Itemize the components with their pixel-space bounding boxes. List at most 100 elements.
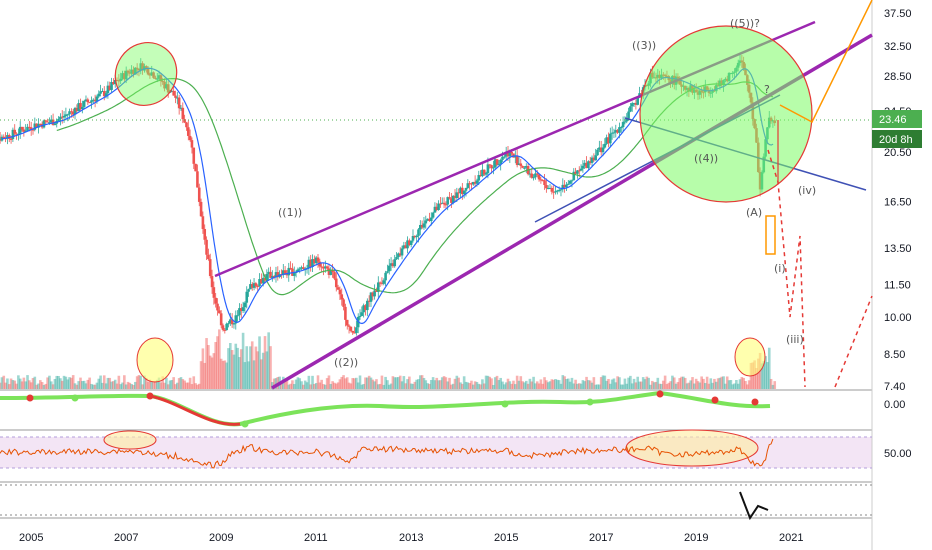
candle-body <box>461 187 464 195</box>
candle-body <box>289 267 292 269</box>
volume-bar <box>417 379 420 389</box>
volume-bar <box>519 376 523 389</box>
volume-bar <box>298 378 302 389</box>
candle-body <box>84 99 88 102</box>
volume-bar <box>523 382 526 389</box>
candle-body <box>86 99 90 103</box>
candle-body <box>603 143 607 148</box>
volume-bar <box>669 381 672 389</box>
candle-body <box>252 283 256 288</box>
volume-bar <box>123 375 126 389</box>
volume-bar <box>514 384 517 389</box>
candle-body <box>437 203 440 210</box>
volume-bar <box>393 377 397 389</box>
volume-bar <box>773 381 777 389</box>
candle-body <box>402 245 406 249</box>
candle-body <box>269 271 272 278</box>
volume-bar <box>117 375 121 389</box>
volume-bar <box>137 375 141 389</box>
volume-bar <box>623 378 627 389</box>
candle-body <box>97 93 101 97</box>
volume-bar <box>24 381 27 389</box>
volume-bar <box>738 379 742 389</box>
candle-body <box>59 116 62 120</box>
candle-body <box>192 147 196 164</box>
volume-bar <box>408 376 411 389</box>
volume-bar <box>565 379 568 389</box>
candle-body <box>473 181 477 184</box>
volume-bar <box>755 368 758 389</box>
volume-bar <box>345 377 349 389</box>
volume-bar <box>621 384 625 389</box>
volume-bar <box>645 376 649 389</box>
volume-bar <box>614 382 618 389</box>
candle-body <box>13 129 17 134</box>
volume-bar <box>453 378 457 389</box>
candle-body <box>199 201 203 217</box>
candle-body <box>581 165 585 169</box>
candle-body <box>90 100 93 103</box>
candle-body <box>384 272 387 281</box>
volume-bar <box>28 380 31 389</box>
volume-bar <box>95 382 99 389</box>
price-tick: 16.50 <box>884 197 912 209</box>
volume-bar <box>349 383 353 389</box>
candle-body <box>565 184 568 188</box>
volume-bar <box>665 384 669 389</box>
volume-bar <box>510 383 513 389</box>
candle-body <box>625 118 629 122</box>
candle-body <box>35 123 38 128</box>
candle-body <box>640 93 643 95</box>
candle-body <box>528 173 532 175</box>
volume-bar <box>230 350 234 389</box>
volume-bar <box>91 384 95 389</box>
candle-body <box>216 303 219 311</box>
candle-body <box>223 329 227 331</box>
volume-bar <box>285 380 289 389</box>
volume-bar <box>599 377 603 389</box>
candle-body <box>225 323 228 331</box>
volume-bar <box>630 383 634 389</box>
volume-bar <box>303 380 307 389</box>
volume-bar <box>479 384 482 389</box>
candle-body <box>48 122 51 124</box>
volume-bar <box>124 384 128 389</box>
volume-bar <box>152 381 155 389</box>
candle-body <box>521 165 524 168</box>
candle-body <box>515 156 519 166</box>
volume-bar <box>501 381 504 389</box>
candle-body <box>594 155 597 161</box>
candle-body <box>362 305 365 313</box>
candle-body <box>165 84 168 89</box>
volume-bar <box>508 381 512 389</box>
price-tick: 10.00 <box>884 312 912 324</box>
candle-body <box>250 284 254 288</box>
volume-bar <box>647 377 650 389</box>
candle-body <box>126 70 130 73</box>
candle-body <box>179 107 183 109</box>
candle-body <box>31 129 35 131</box>
volume-bar <box>583 381 587 389</box>
volume-bar <box>468 383 471 389</box>
candle-body <box>497 163 501 165</box>
volume-bar <box>174 384 177 389</box>
candle-body <box>629 106 632 112</box>
volume-bar <box>610 379 614 389</box>
candle-body <box>172 90 175 96</box>
volume-bar <box>336 382 340 389</box>
candle-body <box>144 66 148 68</box>
volume-bar <box>532 376 535 389</box>
candle-body <box>176 97 179 99</box>
candle-body <box>258 279 261 287</box>
candle-body <box>124 70 128 80</box>
candle-body <box>459 187 462 193</box>
volume-bar <box>108 377 112 389</box>
candle-body <box>210 276 214 288</box>
volume-bar <box>132 384 135 389</box>
candle-body <box>632 102 636 104</box>
volume-bar <box>227 348 230 389</box>
volume-bar <box>640 381 643 389</box>
candle-body <box>186 127 190 136</box>
volume-bar <box>113 379 117 389</box>
volume-bar <box>539 379 543 389</box>
